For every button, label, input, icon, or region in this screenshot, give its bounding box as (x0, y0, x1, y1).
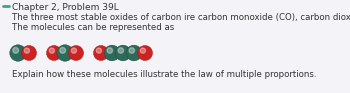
Circle shape (138, 45, 153, 61)
Circle shape (21, 45, 36, 61)
Circle shape (13, 47, 19, 53)
Circle shape (104, 45, 120, 61)
Text: Chapter 2, Problem 39L: Chapter 2, Problem 39L (12, 3, 119, 12)
Text: Explain how these molecules illustrate the law of multiple proportions.: Explain how these molecules illustrate t… (12, 70, 316, 79)
Circle shape (49, 48, 55, 53)
Circle shape (126, 45, 142, 61)
Circle shape (71, 48, 77, 53)
Circle shape (93, 45, 108, 61)
Circle shape (57, 45, 73, 61)
Circle shape (140, 48, 146, 53)
Circle shape (60, 47, 65, 53)
Circle shape (96, 48, 102, 53)
Circle shape (24, 48, 29, 53)
Circle shape (115, 45, 131, 61)
Text: The three most stable oxides of carbon ire carbon monoxide (CO), carbon dioxide : The three most stable oxides of carbon i… (12, 13, 350, 22)
Circle shape (129, 48, 134, 53)
Circle shape (10, 45, 26, 61)
Circle shape (107, 48, 113, 53)
Circle shape (47, 45, 62, 61)
Circle shape (118, 48, 124, 53)
Circle shape (69, 45, 84, 61)
Text: The molecules can be represented as: The molecules can be represented as (12, 23, 174, 32)
